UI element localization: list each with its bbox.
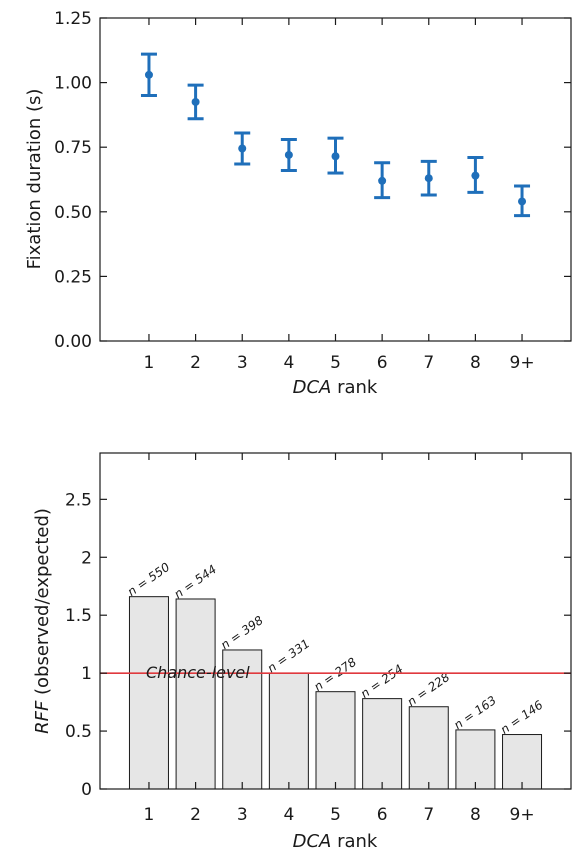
y-tick-label: 0.75 (54, 138, 92, 158)
x-tick-label: 5 (330, 353, 341, 373)
data-point (424, 174, 433, 183)
x-tick-label: 2 (190, 353, 201, 373)
y-tick-label: 0 (81, 780, 92, 800)
x-tick-label: 1 (144, 805, 155, 825)
n-label: n = 278 (311, 655, 359, 694)
data-point (191, 97, 200, 106)
bar (128, 596, 169, 790)
data-point (284, 150, 293, 159)
x-axis: 1 2 3 4 5 6 7 8 9+ (144, 453, 535, 825)
x-tick-label: 5 (330, 805, 341, 825)
y-tick-label: 1.25 (54, 9, 92, 29)
data-point (378, 176, 387, 185)
x-axis-title: DCA rank (293, 831, 378, 852)
data-point (238, 144, 247, 153)
y-tick-label: 1.5 (65, 606, 92, 626)
bar (455, 729, 496, 790)
n-label: n = 550 (125, 560, 173, 599)
bar (502, 734, 543, 790)
y-tick-label: 0.50 (54, 203, 92, 223)
data-point (518, 197, 527, 206)
x-tick-label: 7 (423, 805, 434, 825)
fixation-duration-chart: 0.00 0.25 0.50 0.75 1.00 1.25 1 2 3 4 5 6 7 8 9+ Fixa… (24, 9, 572, 398)
n-label: n = 254 (358, 662, 406, 701)
n-label: n = 163 (451, 693, 499, 732)
data-point (471, 171, 480, 180)
x-tick-label: 6 (377, 805, 388, 825)
x-tick-label: 7 (423, 353, 434, 373)
data-points (140, 52, 531, 218)
x-tick-label: 6 (377, 353, 388, 373)
n-label: n = 331 (265, 636, 313, 675)
n-label: n = 544 (172, 562, 220, 601)
x-tick-label: 4 (283, 353, 294, 373)
y-tick-label: 2.5 (65, 490, 92, 510)
x-tick-label: 9+ (510, 805, 535, 825)
y-axis: 0 0.5 1 1.5 2 2.5 (65, 490, 571, 800)
bar (408, 706, 449, 790)
x-axis-title-italic: DCA (293, 377, 332, 398)
plot-frame (99, 17, 572, 342)
x-axis: 1 2 3 4 5 6 7 8 9+ (144, 18, 535, 373)
y-tick-label: 0.00 (54, 332, 92, 352)
bar (175, 598, 216, 790)
y-axis-title-rest: (observed/expected) (32, 508, 53, 701)
data-point (144, 70, 153, 79)
y-tick-label: 0.25 (54, 267, 92, 287)
x-axis-title: DCA rank (293, 377, 378, 398)
x-tick-label: 8 (470, 805, 481, 825)
x-tick-label: 9+ (510, 353, 535, 373)
bar (268, 672, 309, 790)
chance-level-label: Chance-level (146, 663, 250, 682)
y-tick-label: 2 (81, 548, 92, 568)
y-axis: 0.00 0.25 0.50 0.75 1.00 1.25 (54, 9, 571, 352)
y-tick-label: 1.00 (54, 74, 92, 94)
y-axis-title-italic: RFF (32, 700, 53, 734)
n-label: n = 228 (405, 670, 453, 709)
x-axis-title-italic: DCA (293, 831, 332, 852)
y-tick-label: 1 (81, 664, 92, 684)
data-point (331, 152, 340, 161)
x-tick-label: 8 (470, 353, 481, 373)
y-axis-title: Fixation duration (s) (24, 89, 45, 270)
x-axis-title-rest: rank (331, 831, 378, 852)
n-label: n = 146 (498, 698, 546, 737)
y-tick-label: 0.5 (65, 722, 92, 742)
bar (362, 698, 403, 790)
bars (128, 596, 543, 790)
x-tick-label: 3 (237, 353, 248, 373)
x-axis-title-rest: rank (331, 377, 378, 398)
x-tick-label: 1 (144, 353, 155, 373)
x-tick-label: 2 (190, 805, 201, 825)
bar (315, 691, 356, 790)
x-tick-label: 3 (237, 805, 248, 825)
n-label: n = 398 (218, 613, 266, 652)
x-tick-label: 4 (283, 805, 294, 825)
y-axis-title: RFF (observed/expected) (32, 508, 53, 734)
